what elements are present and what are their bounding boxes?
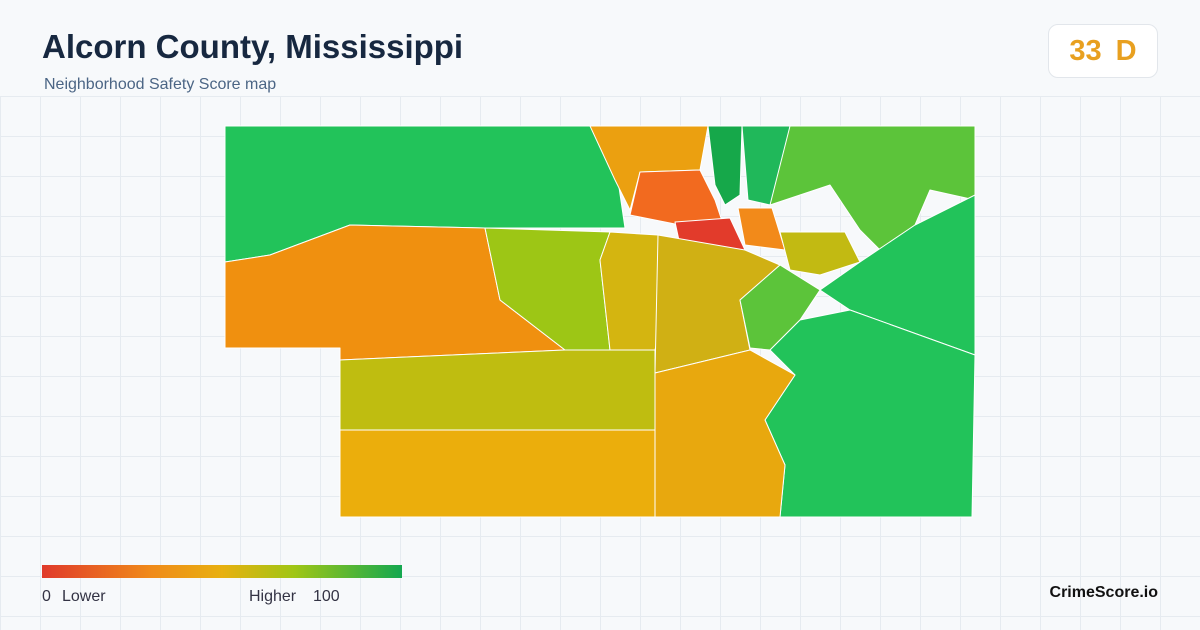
subtitle: Neighborhood Safety Score map bbox=[44, 76, 277, 93]
score-value: 33 bbox=[1069, 34, 1102, 67]
title: Alcorn County, Mississippi bbox=[42, 28, 464, 65]
legend-min: 0 bbox=[42, 588, 51, 605]
legend-max-label: Higher bbox=[249, 588, 297, 605]
brand: CrimeScore.io bbox=[1049, 584, 1158, 601]
region bbox=[707, 125, 743, 206]
legend-min-label: Lower bbox=[62, 588, 106, 605]
region bbox=[737, 207, 786, 251]
region bbox=[779, 231, 861, 276]
legend-max: 100 bbox=[313, 588, 340, 605]
legend-gradient bbox=[42, 565, 402, 578]
score-grade: D bbox=[1115, 34, 1137, 67]
score-badge: 33 D bbox=[1048, 24, 1158, 78]
region bbox=[339, 349, 656, 431]
region bbox=[339, 429, 656, 518]
region bbox=[654, 349, 796, 518]
